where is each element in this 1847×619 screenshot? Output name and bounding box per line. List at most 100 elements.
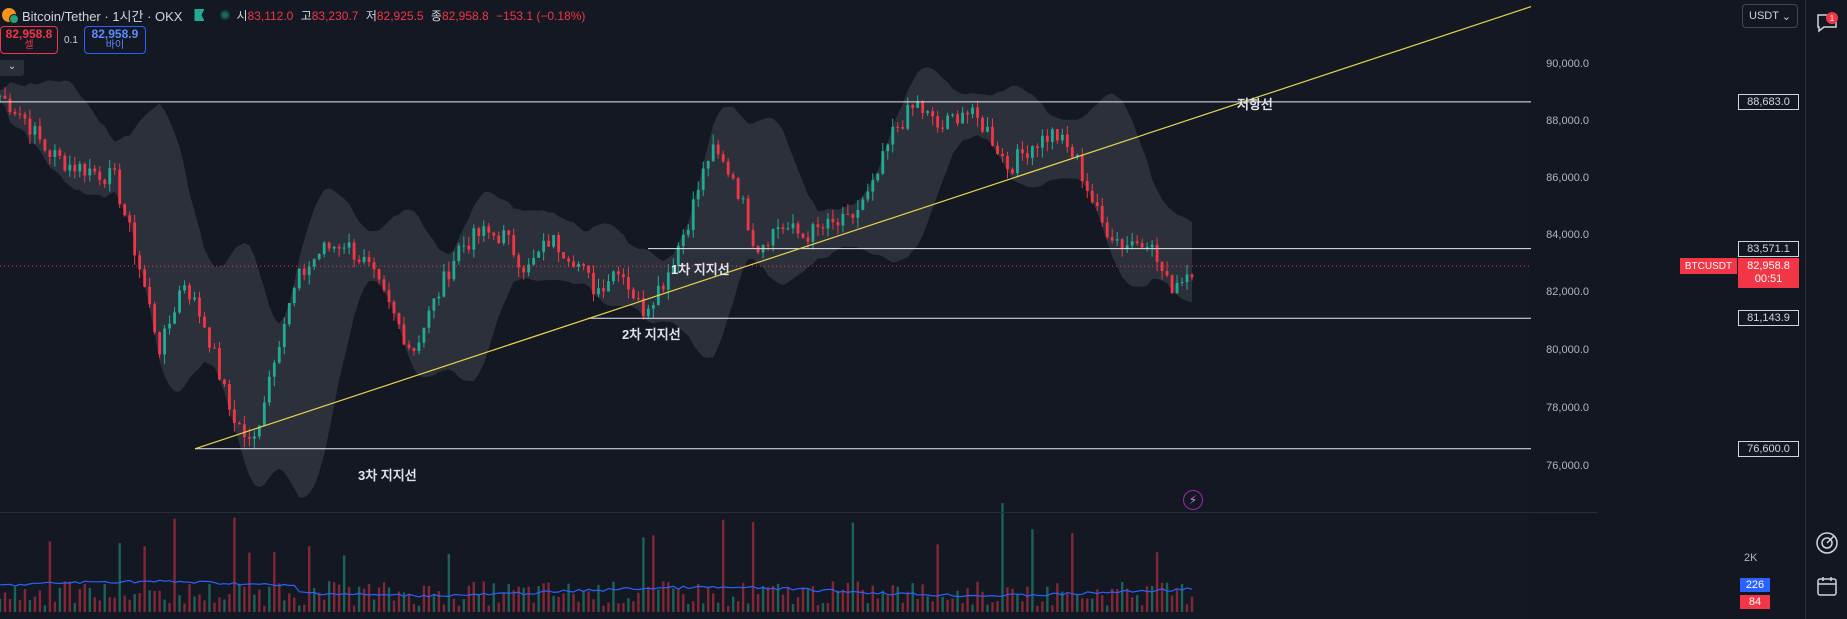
volume-bar <box>667 582 670 612</box>
volume-bar <box>203 600 206 612</box>
volume-bar <box>173 518 176 612</box>
chart-pane[interactable] <box>0 0 1531 619</box>
volume-bar <box>327 581 331 612</box>
volume-bar <box>557 596 560 612</box>
candle-body <box>83 163 87 176</box>
buy-button[interactable]: 82,958.9 바이 <box>83 26 146 54</box>
volume-bar <box>647 586 650 612</box>
volume-bar <box>163 599 166 612</box>
candle-body <box>1170 275 1174 294</box>
candle-body <box>866 191 870 200</box>
market-status-icon <box>220 10 231 20</box>
volume-bar <box>178 595 181 612</box>
candle-body <box>791 223 795 229</box>
candle-body <box>492 232 496 236</box>
price-scale[interactable]: 90,000.0 88,000.0 86,000.0 84,000.0 82,0… <box>1531 0 1597 619</box>
volume-bar <box>637 592 640 612</box>
candle-body <box>427 310 431 328</box>
volume-bar <box>457 605 461 612</box>
candle-body <box>901 127 905 129</box>
candle-body <box>801 233 805 238</box>
volume-bar <box>143 546 146 612</box>
candle-body <box>961 112 964 124</box>
open-key: 시 <box>236 8 248 23</box>
volume-bar <box>607 602 610 612</box>
annotation-resistance[interactable]: 저항선 <box>1237 97 1273 112</box>
candle-body <box>1130 241 1134 246</box>
collapse-legend-button[interactable]: ⌄ <box>0 60 24 76</box>
volume-bar <box>352 605 356 612</box>
candle-body <box>392 301 396 314</box>
candle-body <box>53 150 57 157</box>
annotation-support-3[interactable]: 3차 지지선 <box>358 468 417 483</box>
pane-separator[interactable] <box>0 512 1597 513</box>
candle-body <box>1001 153 1004 157</box>
volume-bar <box>1155 552 1159 612</box>
volume-bar <box>1140 605 1144 612</box>
lightning-icon[interactable]: ⚡ <box>1183 490 1203 510</box>
volume-bar <box>527 586 530 612</box>
candle-body <box>158 332 161 355</box>
candle-body <box>1055 129 1059 141</box>
candle-body <box>447 271 451 280</box>
candle-body <box>507 230 511 235</box>
candle-body <box>1105 222 1109 238</box>
annotation-support-1[interactable]: 1차 지지선 <box>671 262 730 277</box>
volume-bar <box>258 589 261 612</box>
volume-bar <box>113 597 116 612</box>
volume-bar <box>103 584 106 612</box>
candle-body <box>851 214 855 218</box>
chevron-down-icon: ⌄ <box>1781 10 1791 23</box>
candle-body <box>916 102 920 108</box>
volume-bar <box>68 581 72 612</box>
target-icon[interactable] <box>1814 530 1840 556</box>
candle-body <box>18 113 22 115</box>
volume-bar <box>118 543 121 612</box>
candle-body <box>861 199 865 210</box>
candle-body <box>143 269 147 287</box>
level-label-support-2: 81,143.9 <box>1738 310 1799 326</box>
candle-body <box>277 347 281 363</box>
sell-button[interactable]: 82,958.8 셀 <box>0 26 58 54</box>
notification-badge: 1 <box>1826 12 1838 24</box>
volume-bar <box>916 598 919 612</box>
volume-bar <box>1051 605 1054 612</box>
bollinger-band <box>0 67 1192 498</box>
candle-body <box>1095 202 1099 206</box>
volume-bar <box>587 591 590 612</box>
volume-bar <box>138 593 141 612</box>
chat-icon[interactable]: 1 <box>1814 10 1840 36</box>
candle-body <box>8 98 12 113</box>
annotation-support-2[interactable]: 2차 지지선 <box>622 327 681 342</box>
trade-panel: 82,958.8 셀 0.1 82,958.9 바이 <box>0 26 146 54</box>
flag-icon[interactable] <box>194 9 205 21</box>
candle-body <box>671 265 675 273</box>
candle-body <box>831 218 835 223</box>
volume-bar <box>627 598 630 612</box>
candle-body <box>1145 247 1149 249</box>
candle-body <box>417 342 421 351</box>
price-chart[interactable] <box>0 0 1531 619</box>
volume-bar <box>1036 605 1039 612</box>
candle-body <box>362 256 366 262</box>
ohlc-values: 시83,112.0 고83,230.7 저82,925.5 종82,958.8 … <box>236 7 589 24</box>
volume-bar <box>412 603 416 612</box>
volume-bar <box>682 594 685 612</box>
volume-bar <box>452 598 456 612</box>
candle-body <box>891 126 895 145</box>
volume-bar <box>951 598 954 612</box>
currency-select[interactable]: USDT ⌄ <box>1742 4 1798 28</box>
candle-body <box>367 256 371 263</box>
candle-body <box>577 263 580 267</box>
volume-bar <box>158 590 161 612</box>
candle-body <box>696 189 700 200</box>
calendar-icon[interactable] <box>1814 573 1840 599</box>
volume-bar <box>188 584 191 612</box>
candle-body <box>661 285 665 290</box>
candle-body <box>991 126 994 146</box>
volume-bar <box>93 597 96 612</box>
volume-bar <box>1135 594 1139 612</box>
candle-body <box>412 347 416 351</box>
candle-body <box>487 226 491 233</box>
symbol-title[interactable]: Bitcoin/Tether · 1시간 · OKX <box>22 8 183 24</box>
